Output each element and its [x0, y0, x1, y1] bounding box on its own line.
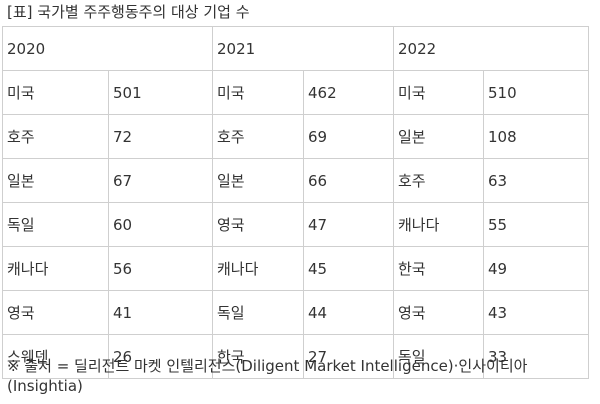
country-cell: 호주 — [212, 114, 304, 159]
year-header-2020: 2020 — [2, 26, 213, 71]
source-note: ※ 출처 = 딜리전트 마켓 인텔리전스(Diligent Market Int… — [7, 357, 528, 395]
count-cell: 44 — [303, 290, 394, 335]
count-cell: 108 — [483, 114, 589, 159]
country-cell: 독일 — [212, 290, 304, 335]
count-cell: 462 — [303, 70, 394, 115]
table-body: 2020 2021 2022 미국 501 미국 462 미국 510 호주 72 호주 69 일본… — [2, 26, 589, 379]
country-cell: 스웨덴 — [2, 334, 109, 379]
country-cell: 캐나다 — [2, 246, 109, 291]
table-row: 일본 67 일본 66 호주 63 — [2, 158, 589, 203]
year-header-2022: 2022 — [393, 26, 589, 71]
country-cell: 캐나다 — [212, 246, 304, 291]
count-cell: 49 — [483, 246, 589, 291]
country-cell: 미국 — [212, 70, 304, 115]
country-cell: 일본 — [212, 158, 304, 203]
table-row: 미국 501 미국 462 미국 510 — [2, 70, 589, 115]
count-cell: 43 — [483, 290, 589, 335]
country-target-table: 2020 2021 2022 미국 501 미국 462 미국 510 호주 72 호주 69 일본… — [2, 26, 589, 379]
count-cell: 72 — [108, 114, 213, 159]
count-cell: 66 — [303, 158, 394, 203]
count-cell: 55 — [483, 202, 589, 247]
table-row: 영국 41 독일 44 영국 43 — [2, 290, 589, 335]
table-row: 스웨덴 26 한국 27 독일 33 — [2, 334, 589, 379]
count-cell: 45 — [303, 246, 394, 291]
count-cell: 501 — [108, 70, 213, 115]
country-cell: 영국 — [2, 290, 109, 335]
count-cell: 27 — [303, 334, 394, 379]
country-cell: 일본 — [393, 114, 484, 159]
count-cell: 47 — [303, 202, 394, 247]
table-row: 독일 60 영국 47 캐나다 55 — [2, 202, 589, 247]
country-cell: 미국 — [2, 70, 109, 115]
country-cell: 영국 — [212, 202, 304, 247]
country-cell: 미국 — [393, 70, 484, 115]
count-cell: 67 — [108, 158, 213, 203]
country-cell: 캐나다 — [393, 202, 484, 247]
year-header-2021: 2021 — [212, 26, 394, 71]
table-caption: [표] 국가별 주주행동주의 대상 기업 수 — [7, 3, 250, 21]
count-cell: 33 — [483, 334, 589, 379]
count-cell: 69 — [303, 114, 394, 159]
country-cell: 호주 — [2, 114, 109, 159]
country-cell: 영국 — [393, 290, 484, 335]
count-cell: 510 — [483, 70, 589, 115]
count-cell: 56 — [108, 246, 213, 291]
count-cell: 26 — [108, 334, 213, 379]
year-header-row: 2020 2021 2022 — [2, 26, 589, 71]
table-row: 캐나다 56 캐나다 45 한국 49 — [2, 246, 589, 291]
country-cell: 한국 — [393, 246, 484, 291]
table-row: 호주 72 호주 69 일본 108 — [2, 114, 589, 159]
country-cell: 호주 — [393, 158, 484, 203]
count-cell: 63 — [483, 158, 589, 203]
country-cell: 일본 — [2, 158, 109, 203]
count-cell: 60 — [108, 202, 213, 247]
country-cell: 독일 — [2, 202, 109, 247]
count-cell: 41 — [108, 290, 213, 335]
